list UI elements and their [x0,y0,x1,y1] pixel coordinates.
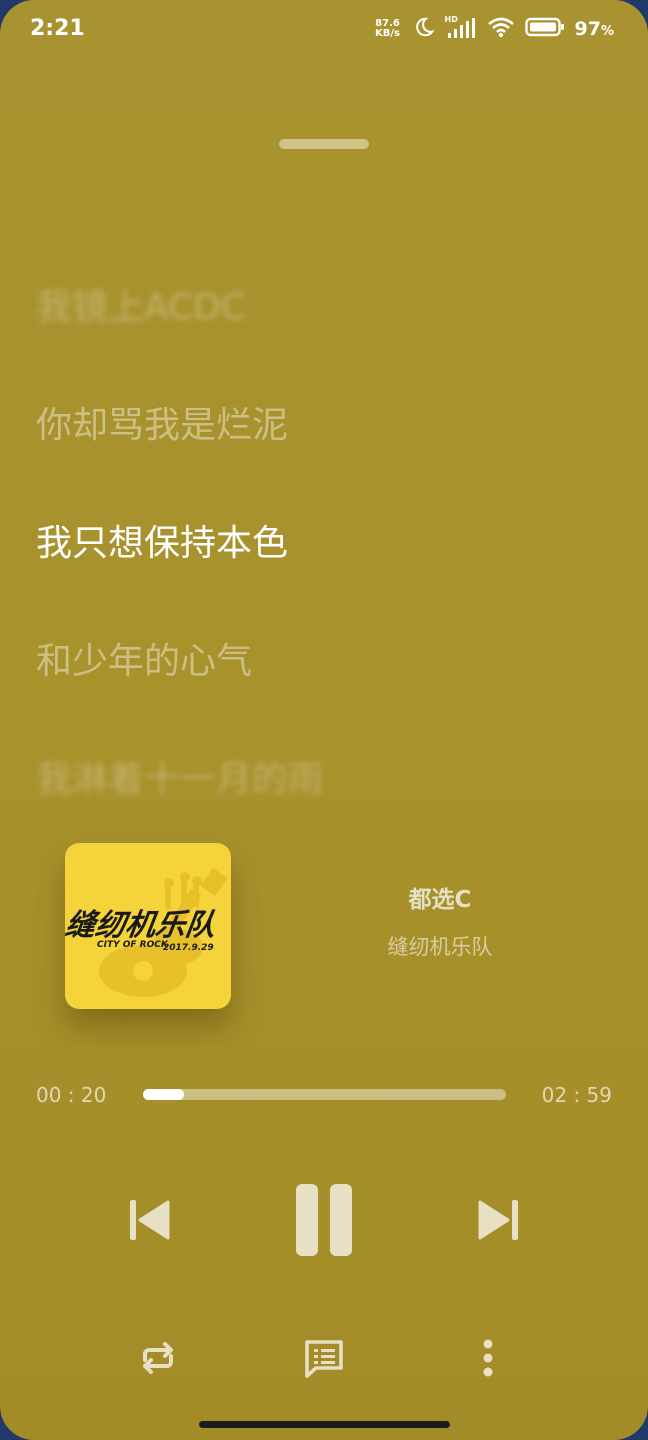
sheet-drag-handle[interactable] [279,139,369,149]
pause-icon [292,1182,356,1258]
network-speed: 87.6 KB/s [375,18,400,39]
lyrics-icon [302,1336,346,1380]
song-artist[interactable]: 缝纫机乐队 [387,935,493,959]
status-time: 2:21 [30,16,85,41]
previous-button[interactable] [118,1190,178,1250]
song-title[interactable]: 都选C [408,887,472,913]
album-cover[interactable]: 缝纫机乐队 CITY OF ROCK 2017.9.29 [65,843,231,1009]
progress-slider[interactable] [143,1089,506,1100]
more-button[interactable] [470,1334,506,1382]
repeat-icon [138,1338,178,1378]
lyrics-button[interactable] [298,1332,350,1384]
play-pause-button[interactable] [284,1180,364,1260]
status-icons: 87.6 KB/s HD [373,15,614,42]
next-button[interactable] [470,1190,530,1250]
elapsed-time: 00 : 20 [36,1083,107,1107]
home-indicator[interactable] [199,1421,450,1428]
skip-next-icon [476,1196,524,1244]
album-art: 缝纫机乐队 CITY OF ROCK 2017.9.29 [65,867,228,997]
lyric-line-current[interactable]: 我只想保持本色 [36,523,289,564]
lyric-line[interactable]: 和少年的心气 [36,641,253,682]
lyric-line[interactable]: 我镜上ACDC [36,287,246,328]
svg-text:缝纫机乐队: 缝纫机乐队 [65,908,219,943]
signal-icon: HD [445,15,477,40]
lyric-line[interactable]: 我淋着十一月的雨 [36,759,325,800]
skip-previous-icon [124,1196,172,1244]
repeat-button[interactable] [134,1334,182,1382]
wifi-icon [487,16,515,42]
total-time: 02 : 59 [541,1083,612,1107]
more-vertical-icon [482,1338,494,1378]
svg-text:CITY OF ROCK: CITY OF ROCK [97,940,169,950]
battery-icon [524,17,565,41]
svg-text:2017.9.29: 2017.9.29 [163,943,214,953]
lyric-line[interactable]: 你却骂我是烂泥 [36,405,289,446]
progress-fill [143,1089,184,1100]
battery-percent: 97% [574,18,614,40]
status-bar: 2:21 87.6 KB/s HD [0,0,648,60]
moon-icon [413,16,435,42]
